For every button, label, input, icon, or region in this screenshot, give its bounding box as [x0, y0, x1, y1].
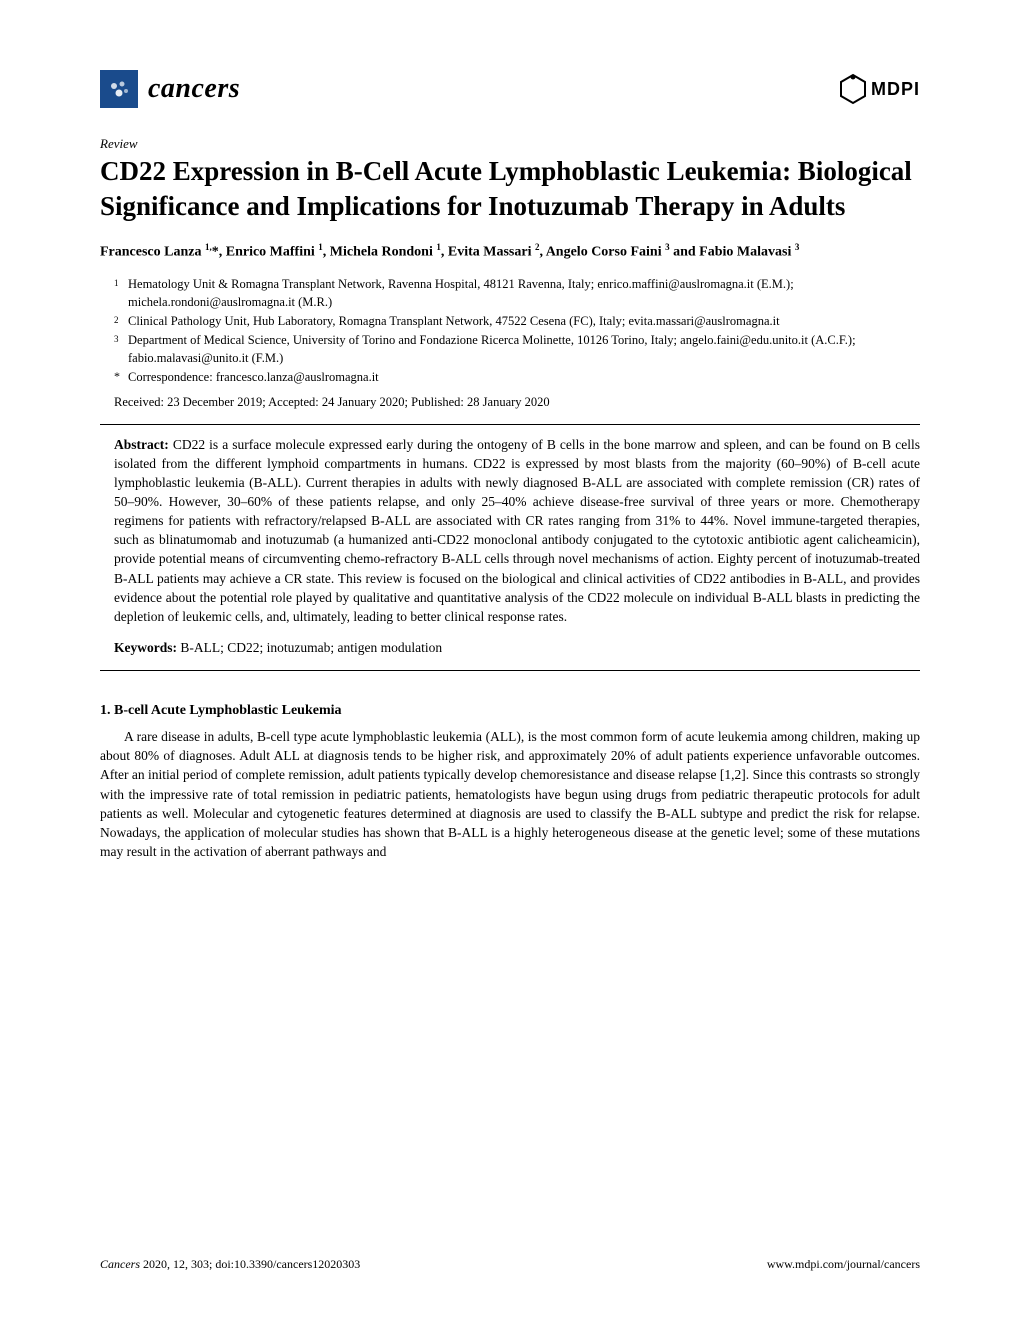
footer-url: www.mdpi.com/journal/cancers — [767, 1257, 920, 1272]
header: cancers MDPI — [100, 70, 920, 108]
affiliation-row: 2Clinical Pathology Unit, Hub Laboratory… — [114, 312, 920, 330]
divider — [100, 670, 920, 671]
keywords: Keywords: B-ALL; CD22; inotuzumab; antig… — [114, 640, 920, 656]
affiliation-row: 1Hematology Unit & Romagna Transplant Ne… — [114, 275, 920, 311]
publication-dates: Received: 23 December 2019; Accepted: 24… — [114, 395, 920, 410]
abstract-text: CD22 is a surface molecule expressed ear… — [114, 437, 920, 624]
keywords-label: Keywords: — [114, 640, 177, 655]
journal-name: cancers — [148, 73, 240, 105]
correspondence-row: *Correspondence: francesco.lanza@auslrom… — [114, 368, 920, 386]
page-footer: Cancers 2020, 12, 303; doi:10.3390/cance… — [100, 1257, 920, 1272]
section-heading: 1. B-cell Acute Lymphoblastic Leukemia — [100, 703, 920, 719]
footer-citation-rest: 2020, 12, 303; doi:10.3390/cancers120203… — [140, 1257, 360, 1271]
authors: Francesco Lanza 1,*, Enrico Maffini 1, M… — [100, 241, 920, 263]
mdpi-hex-icon — [839, 73, 867, 105]
footer-journal: Cancers — [100, 1257, 140, 1271]
page: cancers MDPI Review CD22 Expression in B… — [0, 0, 1020, 1320]
affiliation-row: 3Department of Medical Science, Universi… — [114, 331, 920, 367]
abstract: Abstract: CD22 is a surface molecule exp… — [114, 435, 920, 627]
journal-logo: cancers — [100, 70, 240, 108]
article-title: CD22 Expression in B-Cell Acute Lymphobl… — [100, 154, 920, 223]
keywords-text: B-ALL; CD22; inotuzumab; antigen modulat… — [177, 640, 442, 655]
abstract-label: Abstract: — [114, 437, 169, 452]
publisher-logo: MDPI — [839, 73, 920, 105]
footer-citation: Cancers 2020, 12, 303; doi:10.3390/cance… — [100, 1257, 360, 1272]
journal-icon — [100, 70, 138, 108]
divider — [100, 424, 920, 425]
publisher-name: MDPI — [871, 79, 920, 100]
affiliations: 1Hematology Unit & Romagna Transplant Ne… — [114, 275, 920, 387]
article-type: Review — [100, 136, 920, 152]
body-paragraph: A rare disease in adults, B-cell type ac… — [100, 727, 920, 861]
